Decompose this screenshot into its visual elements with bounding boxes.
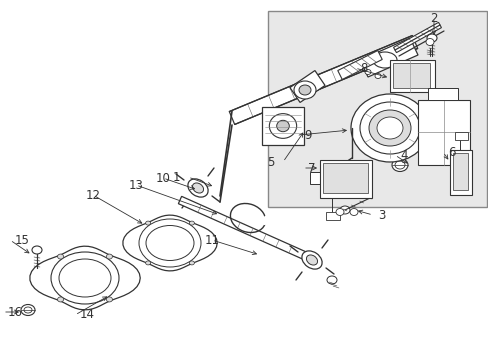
Ellipse shape — [269, 114, 296, 138]
Text: 1: 1 — [172, 171, 180, 184]
Ellipse shape — [372, 52, 396, 68]
Ellipse shape — [192, 183, 203, 193]
Polygon shape — [325, 212, 339, 220]
Polygon shape — [289, 71, 325, 103]
Ellipse shape — [293, 81, 315, 99]
Ellipse shape — [189, 221, 194, 225]
Polygon shape — [452, 153, 467, 190]
Ellipse shape — [425, 39, 433, 45]
Ellipse shape — [335, 208, 343, 216]
Text: 15: 15 — [15, 234, 30, 247]
Ellipse shape — [106, 254, 112, 259]
Text: 16: 16 — [8, 306, 23, 319]
Polygon shape — [449, 150, 471, 195]
Ellipse shape — [58, 297, 63, 302]
Ellipse shape — [339, 206, 349, 214]
Ellipse shape — [51, 252, 119, 304]
Text: 5: 5 — [267, 156, 274, 168]
Ellipse shape — [298, 85, 310, 95]
Ellipse shape — [354, 66, 360, 71]
Ellipse shape — [189, 261, 194, 265]
Ellipse shape — [368, 110, 410, 146]
Text: 9: 9 — [304, 129, 311, 141]
Polygon shape — [323, 163, 367, 193]
Ellipse shape — [426, 34, 436, 42]
Polygon shape — [229, 36, 417, 125]
Ellipse shape — [276, 120, 289, 132]
Text: 7: 7 — [307, 162, 315, 175]
Text: 10: 10 — [155, 171, 170, 185]
Ellipse shape — [21, 305, 35, 315]
Polygon shape — [178, 196, 311, 262]
Polygon shape — [30, 246, 140, 310]
Ellipse shape — [32, 246, 42, 254]
Polygon shape — [262, 107, 304, 145]
Ellipse shape — [139, 219, 201, 267]
Ellipse shape — [364, 69, 370, 75]
Text: 3: 3 — [377, 208, 385, 221]
Ellipse shape — [306, 255, 317, 265]
Polygon shape — [319, 160, 371, 198]
Ellipse shape — [374, 73, 380, 78]
Polygon shape — [417, 100, 469, 165]
Ellipse shape — [359, 102, 419, 154]
Polygon shape — [122, 215, 217, 271]
Text: 2: 2 — [429, 12, 437, 24]
Text: 4: 4 — [399, 149, 407, 162]
Polygon shape — [309, 172, 321, 184]
Ellipse shape — [58, 254, 63, 259]
Ellipse shape — [145, 221, 150, 225]
Polygon shape — [392, 63, 429, 88]
Bar — [267, 11, 486, 207]
Text: 14: 14 — [80, 309, 95, 321]
Polygon shape — [427, 88, 457, 100]
Polygon shape — [359, 38, 417, 77]
Ellipse shape — [350, 94, 428, 162]
Polygon shape — [337, 50, 382, 80]
Polygon shape — [454, 132, 467, 140]
Text: 8: 8 — [359, 62, 366, 75]
Text: 11: 11 — [204, 234, 219, 247]
Ellipse shape — [145, 261, 150, 265]
Polygon shape — [393, 22, 441, 53]
Ellipse shape — [376, 117, 402, 139]
Ellipse shape — [391, 158, 407, 171]
Ellipse shape — [187, 179, 208, 197]
Polygon shape — [389, 60, 434, 92]
Text: 13: 13 — [128, 179, 143, 192]
Text: 12: 12 — [85, 189, 101, 202]
Ellipse shape — [349, 208, 357, 216]
Ellipse shape — [326, 276, 336, 284]
Ellipse shape — [106, 297, 112, 302]
Text: 6: 6 — [447, 145, 454, 158]
Ellipse shape — [301, 251, 322, 269]
